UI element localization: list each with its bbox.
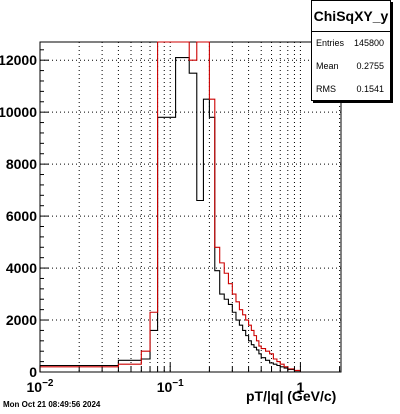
y-tick-label: 4000 bbox=[6, 260, 37, 276]
stats-box: ChiSqXY_y Entries 145800 Mean 0.2755 RMS… bbox=[311, 0, 391, 101]
x-tick-exponent: −1 bbox=[172, 378, 184, 389]
y-tick-label: 12000 bbox=[0, 52, 37, 68]
x-axis-label: pT/|q| (GeV/c) bbox=[246, 388, 337, 404]
stats-row-mean: Mean 0.2755 bbox=[312, 55, 390, 78]
x-tick-label: 10−2 bbox=[27, 378, 54, 395]
x-tick-label: 10−1 bbox=[157, 378, 184, 395]
y-tick-label: 10000 bbox=[0, 104, 37, 120]
stats-row-entries: Entries 145800 bbox=[312, 32, 390, 55]
timestamp-footer: Mon Oct 21 08:49:56 2024 bbox=[3, 400, 101, 409]
y-tick-label: 0 bbox=[29, 364, 37, 380]
histogram-black-series bbox=[39, 57, 301, 372]
stats-row-rms: RMS 0.1541 bbox=[312, 78, 390, 101]
histogram-red-series bbox=[39, 41, 301, 372]
x-tick-exponent: −2 bbox=[42, 378, 54, 389]
stats-entries-value: 145800 bbox=[353, 38, 384, 48]
stats-mean-value: 0.2755 bbox=[356, 61, 384, 71]
stats-rms-value: 0.1541 bbox=[356, 84, 384, 94]
stats-rms-label: RMS bbox=[316, 84, 336, 94]
stats-title: ChiSqXY_y bbox=[312, 1, 390, 32]
plot-frame bbox=[39, 41, 342, 373]
stats-entries-label: Entries bbox=[316, 38, 345, 48]
stats-mean-label: Mean bbox=[316, 61, 339, 71]
y-tick-label: 2000 bbox=[6, 312, 37, 328]
x-tick-label: 1 bbox=[297, 379, 305, 395]
y-tick-label: 6000 bbox=[6, 208, 37, 224]
y-tick-label: 8000 bbox=[6, 156, 37, 172]
